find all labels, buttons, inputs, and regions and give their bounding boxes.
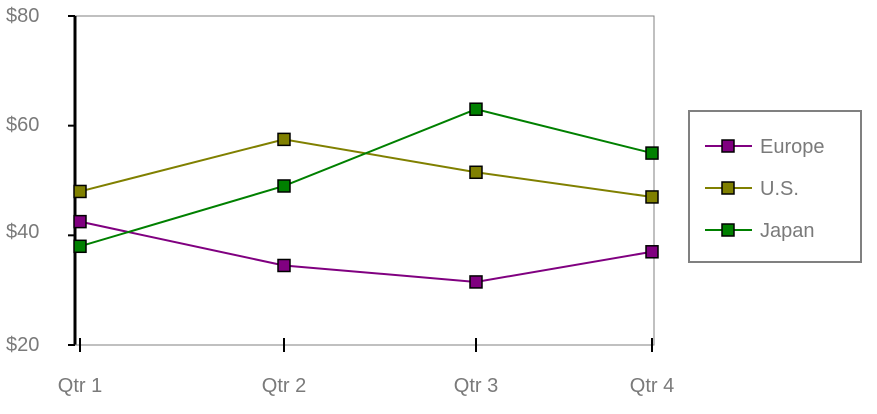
data-point-japan (469, 102, 483, 116)
data-point-europe (645, 245, 659, 259)
x-tick-labels: Qtr 1 Qtr 2 Qtr 3 Qtr 4 (58, 375, 674, 397)
data-point-japan (73, 239, 87, 254)
y-tick-label: $20 (6, 334, 39, 356)
data-point-us (469, 165, 483, 180)
x-tick-label: Qtr 2 (262, 375, 306, 397)
data-point-japan (277, 179, 291, 193)
data-point-us (277, 132, 291, 147)
x-ticks (79, 338, 653, 352)
legend-box (688, 110, 862, 263)
legend-items (705, 139, 752, 237)
data-point-us (645, 190, 659, 204)
legend-label-europe: Europe (760, 136, 825, 158)
legend-marker-us (721, 181, 735, 195)
data-point-japan (645, 146, 659, 160)
series-line-us (79, 138, 653, 198)
y-tick-label: $80 (6, 5, 39, 27)
data-point-europe (73, 214, 87, 229)
series-layer (73, 102, 659, 289)
data-point-europe (469, 275, 483, 289)
legend-label-us: U.S. (760, 178, 799, 200)
y-tick-labels: $80 $60 $40 $20 (6, 5, 39, 356)
y-ticks (68, 15, 75, 346)
legend: Europe U.S. Japan (688, 110, 862, 263)
x-tick-label: Qtr 3 (454, 375, 498, 397)
data-point-europe (277, 258, 291, 273)
x-tick-label: Qtr 4 (630, 375, 674, 397)
y-tick-label: $40 (6, 221, 39, 243)
series-line-japan (79, 108, 653, 248)
series-line-europe (79, 220, 653, 283)
data-point-us (73, 184, 87, 199)
legend-label-japan: Japan (760, 220, 815, 242)
x-tick-label: Qtr 1 (58, 375, 102, 397)
legend-marker-japan (721, 223, 735, 237)
y-tick-label: $60 (6, 114, 39, 136)
legend-marker-europe (721, 139, 735, 153)
plot-area (74, 15, 655, 346)
